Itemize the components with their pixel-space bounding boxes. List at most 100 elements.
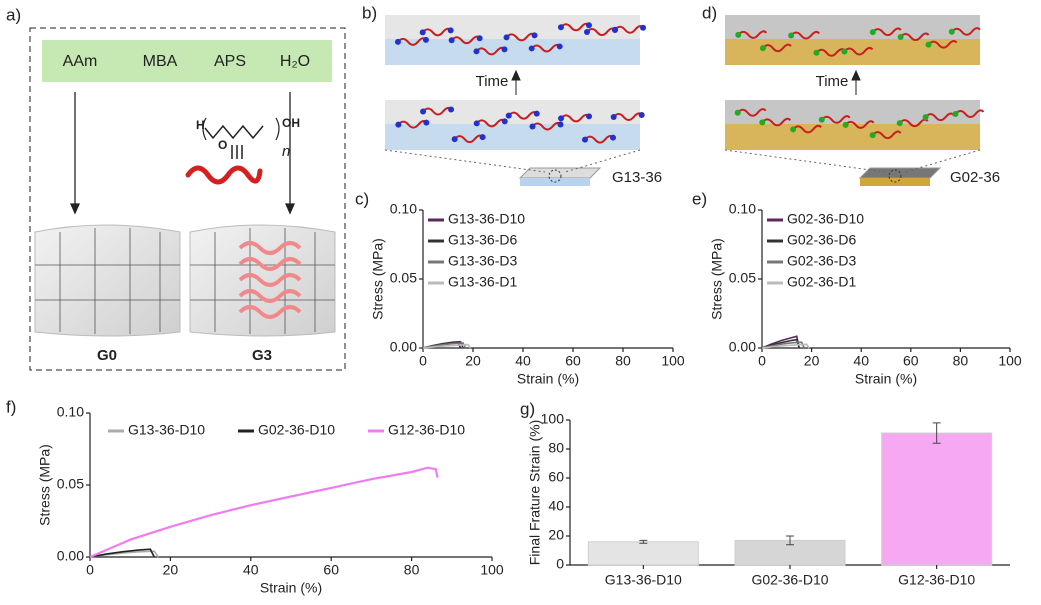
end-group	[788, 32, 795, 39]
time-label: Time	[816, 73, 849, 90]
x-axis-label: Strain (%)	[260, 580, 322, 596]
panel-letter: a)	[6, 5, 21, 24]
chain	[871, 130, 902, 140]
chain	[820, 115, 851, 124]
end-group	[395, 121, 402, 128]
panel-letter: f)	[6, 397, 16, 416]
chain	[790, 30, 820, 40]
time-arrow	[511, 69, 521, 95]
end-group	[451, 136, 458, 143]
end-group	[869, 132, 876, 139]
y-axis-label: Stress (MPa)	[709, 238, 725, 320]
end-group	[925, 41, 932, 48]
end-group	[476, 35, 483, 42]
x-tick-label: 100	[661, 353, 685, 369]
y-axis-label: Stress (MPa)	[37, 444, 53, 526]
chain	[421, 27, 452, 37]
legend-label: G13-36-D1	[448, 274, 517, 290]
panel-letter: d)	[702, 3, 717, 22]
chain	[586, 27, 616, 37]
end-group	[501, 46, 508, 53]
end-group	[610, 134, 617, 141]
chain	[450, 35, 481, 45]
end-group	[896, 120, 903, 127]
chain	[397, 37, 427, 46]
end-group	[394, 38, 401, 45]
cube-g3	[189, 224, 336, 337]
chain	[872, 27, 902, 37]
end-group	[557, 121, 564, 128]
legend-label: G02-36-D1	[787, 274, 856, 290]
end-group	[948, 28, 955, 35]
end-group	[423, 119, 430, 126]
chain	[453, 134, 484, 144]
error-bar	[786, 535, 794, 546]
line	[761, 335, 800, 349]
chain	[815, 48, 846, 57]
chem: n	[282, 143, 290, 160]
end-group	[759, 45, 766, 52]
end-group	[790, 126, 797, 133]
x-tick-label: 40	[853, 353, 869, 369]
reagent: MBA	[143, 53, 178, 70]
peg-chain	[185, 165, 263, 185]
reagent: H₂O	[280, 53, 310, 70]
end-group	[869, 29, 876, 36]
panel-letter: c)	[355, 189, 369, 208]
end-group	[842, 121, 849, 128]
zoom-circle	[548, 169, 562, 183]
end-group	[735, 31, 742, 38]
end-group	[531, 32, 538, 39]
x-tick-label: 100	[998, 353, 1022, 369]
x-tick-label: 100	[480, 562, 504, 578]
y-tick-label: 0.10	[390, 201, 417, 217]
x-tick-label: 80	[953, 353, 969, 369]
end-group	[505, 112, 512, 119]
x-tick-label: 60	[565, 353, 581, 369]
chain	[954, 109, 985, 118]
chain	[475, 46, 506, 56]
chain	[899, 32, 930, 42]
sample-label: G13-36	[612, 169, 662, 186]
chain	[560, 113, 590, 123]
sample-label: G3	[252, 347, 272, 364]
end-group	[813, 49, 820, 56]
chain	[397, 120, 428, 129]
end-group	[586, 113, 593, 120]
x-tick-label: G02-36-D10	[751, 572, 828, 588]
chain	[736, 108, 767, 117]
end-group	[448, 37, 455, 44]
end-group	[583, 29, 590, 36]
y-tick-label: 0.10	[57, 404, 84, 420]
y-tick-label: 100	[541, 411, 565, 427]
end-group	[533, 110, 540, 117]
x-tick-label: 40	[515, 353, 531, 369]
end-group	[529, 123, 536, 130]
y-tick-label: 80	[548, 440, 564, 456]
end-group	[759, 119, 766, 126]
end-group	[582, 136, 589, 143]
x-tick-label: 20	[163, 562, 179, 578]
chain	[924, 112, 955, 122]
legend-label: G13-36-D3	[448, 253, 517, 269]
end-group	[610, 113, 617, 120]
end-group	[473, 48, 480, 55]
chain	[612, 112, 643, 121]
legend-label: G02-36-D10	[258, 422, 335, 438]
reagent: AAm	[63, 53, 98, 70]
y-tick-label: 0.05	[57, 476, 84, 492]
end-group	[479, 134, 486, 141]
end-group	[558, 115, 565, 122]
y-tick-label: 0.00	[57, 548, 84, 564]
zoom-lines	[724, 149, 981, 173]
end-group	[528, 45, 535, 52]
chain	[475, 118, 506, 128]
end-group	[473, 120, 480, 127]
legend-label: G12-36-D10	[388, 422, 465, 438]
y-tick-label: 0.00	[390, 339, 417, 355]
chain	[614, 25, 644, 34]
y-tick-label: 0.10	[729, 201, 756, 217]
x-tick-label: 20	[804, 353, 820, 369]
dashed-frame	[29, 27, 346, 371]
